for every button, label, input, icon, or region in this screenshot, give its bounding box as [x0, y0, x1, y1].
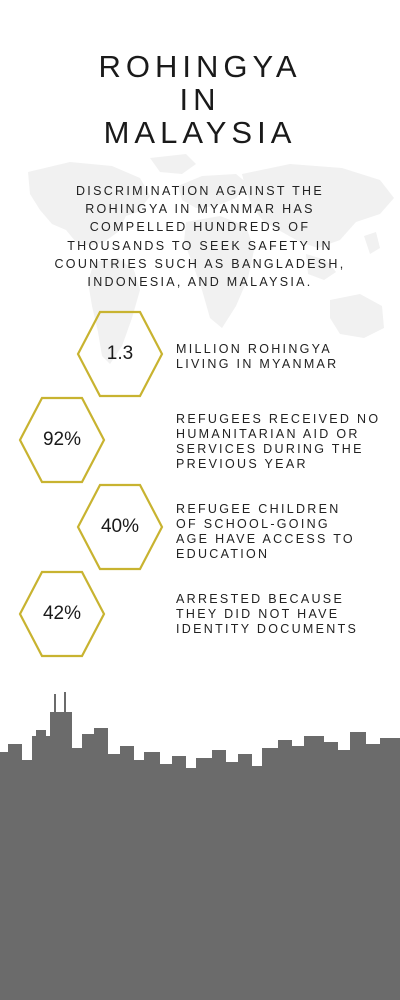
stat-description: ARRESTED BECAUSE THEY DID NOT HAVE IDENT…: [176, 592, 358, 637]
stat-line: MILLION ROHINGYA: [176, 342, 333, 356]
stat-line: ARRESTED BECAUSE: [176, 592, 345, 606]
stat-line: LIVING IN MYANMAR: [176, 357, 339, 371]
hexagon-badge: 42%: [16, 568, 108, 660]
hexagon-badge: 40%: [74, 481, 166, 573]
title-line: ROHINGYA: [98, 49, 302, 84]
stat-line: OF SCHOOL-GOING: [176, 517, 330, 531]
stat-line: HUMANITARIAN AID OR: [176, 427, 360, 441]
stat-line: REFUGEE CHILDREN: [176, 502, 341, 516]
stat-description: REFUGEES RECEIVED NO HUMANITARIAN AID OR…: [176, 412, 380, 472]
stat-line: AGE HAVE ACCESS TO: [176, 532, 355, 546]
stat-value: 1.3: [106, 343, 134, 364]
stat-line: REFUGEES RECEIVED NO: [176, 412, 381, 426]
page-title: ROHINGYA IN MALAYSIA: [0, 50, 400, 149]
stat-line: PREVIOUS YEAR: [176, 457, 308, 471]
stat-line: SERVICES DURING THE: [176, 442, 364, 456]
hexagon-badge: 1.3: [74, 308, 166, 400]
stat-description: MILLION ROHINGYA LIVING IN MYANMAR: [176, 342, 339, 372]
stat-value: 92%: [42, 429, 82, 450]
stat-line: THEY DID NOT HAVE: [176, 607, 340, 621]
world-map-icon: [28, 154, 394, 364]
stat-value: 42%: [42, 603, 82, 624]
stat-description: REFUGEE CHILDREN OF SCHOOL-GOING AGE HAV…: [176, 502, 355, 562]
stat-value: 40%: [100, 516, 140, 537]
hexagon-icon: [76, 310, 164, 398]
stat-line: EDUCATION: [176, 547, 270, 561]
hexagon-icon: [18, 570, 106, 658]
city-skyline-icon: [0, 692, 400, 1000]
intro-text: DISCRIMINATION AGAINST THE ROHINGYA IN M…: [54, 184, 346, 290]
hexagon-badge: 92%: [16, 394, 108, 486]
hexagon-icon: [76, 483, 164, 571]
title-line: MALAYSIA: [103, 115, 297, 150]
title-line: IN: [179, 82, 221, 117]
stat-line: IDENTITY DOCUMENTS: [176, 622, 359, 636]
hexagon-icon: [18, 396, 106, 484]
